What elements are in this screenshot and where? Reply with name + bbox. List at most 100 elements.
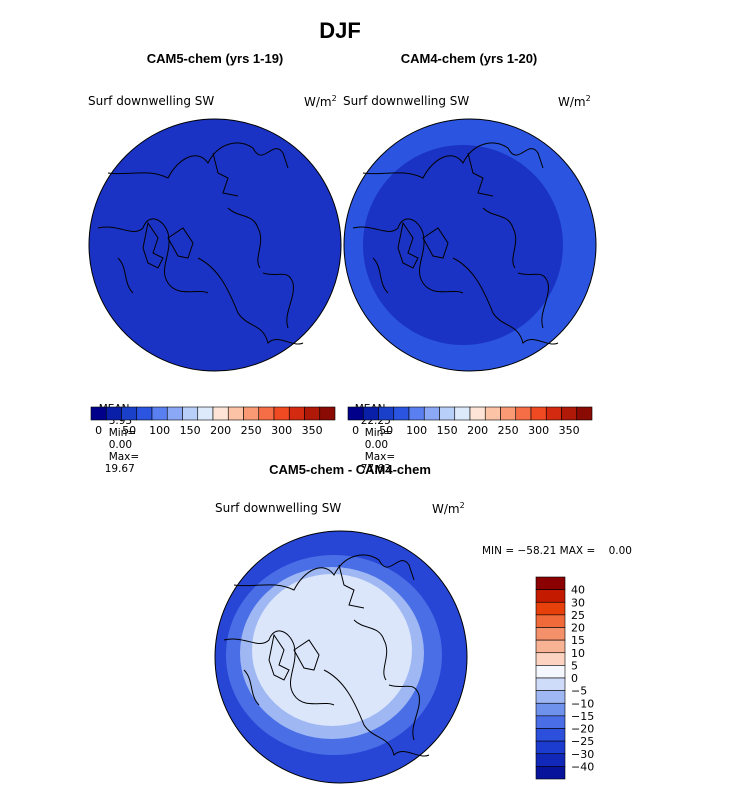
difference-colorbar-swatch (535, 715, 566, 729)
difference-colorbar-swatch (535, 702, 566, 717)
difference-colorbar-swatch (535, 766, 566, 780)
colorbar-left-swatch (304, 406, 321, 421)
colorbar-right-swatch (378, 406, 395, 421)
panel-left-max-label: Max= (108, 451, 140, 463)
colorbar-right-tick-label: 50 (379, 424, 393, 437)
colorbar-right-tick-label: 0 (352, 424, 359, 437)
panel-right-units-base: W/m (558, 95, 586, 109)
difference-colorbar-tick-label: 20 (571, 622, 585, 635)
difference-colorbar-swatch (535, 665, 566, 679)
difference-units: W/m2 (432, 501, 465, 516)
colorbar-right: 0 50 100 150 200 250 300 350 (347, 406, 593, 437)
colorbar-left-tick-label: 300 (271, 424, 292, 437)
panel-right-field-label: Surf downwelling SW (343, 94, 470, 108)
panel-left-field-label: Surf downwelling SW (88, 94, 215, 108)
colorbar-left-tick-label: 0 (95, 424, 102, 437)
colorbar-right-swatch (515, 406, 532, 421)
colorbar-right-swatch (469, 406, 486, 421)
panel-right-units: W/m2 (558, 94, 591, 109)
panel-right-min-label: Min= (364, 427, 393, 439)
difference-colorbar-swatch (535, 627, 566, 641)
difference-colorbar-tick-label: 10 (571, 647, 585, 660)
panel-left-units-base: W/m (304, 95, 332, 109)
colorbar-left-swatch (319, 406, 336, 421)
panel-left-stats: MEAN= 3.93 Min= 0.00 Max= 19.67 (92, 391, 140, 475)
colorbar-left-swatch (90, 406, 107, 421)
difference-colorbar-swatch (535, 576, 566, 590)
map-cam4-disk-inner (363, 145, 563, 345)
difference-colorbar-tick-label: 5 (571, 659, 578, 672)
difference-colorbar-tick-label: −40 (571, 760, 594, 773)
difference-colorbar-swatch (535, 740, 566, 755)
colorbar-left-tick-label: 350 (302, 424, 323, 437)
colorbar-right-swatch (347, 406, 364, 421)
difference-title: CAM5-chem - CAM4-chem (269, 462, 431, 477)
colorbar-right-tick-label: 200 (467, 424, 488, 437)
panel-right-units-exp: 2 (585, 94, 591, 103)
panel-left-units: W/m2 (304, 94, 337, 109)
colorbar-left-swatch (288, 406, 305, 421)
colorbar-right-swatch (439, 406, 456, 421)
colorbar-left-tick-label: 250 (241, 424, 262, 437)
panel-left-units-exp: 2 (331, 94, 337, 103)
panel-right-title: CAM4-chem (yrs 1-20) (400, 51, 538, 66)
colorbar-left-swatch (212, 406, 229, 421)
colorbar-left-tick-label: 200 (210, 424, 231, 437)
colorbar-right-swatch (454, 406, 471, 421)
figure-title: DJF (319, 18, 361, 43)
difference-colorbar-tick-label: 15 (571, 634, 585, 647)
difference-units-exp: 2 (459, 501, 465, 510)
difference-colorbar-tick-label: 40 (571, 584, 585, 597)
panel-left-title: CAM5-chem (yrs 1-19) (146, 51, 284, 66)
difference-colorbar-tick-label: −15 (571, 710, 594, 723)
map-difference-panel (214, 530, 468, 784)
map-difference-coastlines (223, 554, 430, 757)
colorbar-right-tick-label: 300 (528, 424, 549, 437)
map-cam5-panel (88, 118, 342, 372)
panel-left-min-label: Min= (108, 427, 137, 439)
panel-right-max-label: Max= (364, 451, 396, 463)
difference-colorbar-swatch (535, 614, 566, 628)
colorbar-right-swatch (500, 406, 517, 421)
colorbar-right-swatch (484, 406, 501, 421)
colorbar-left-swatch (258, 406, 275, 421)
colorbar-right-swatch (545, 406, 562, 421)
difference-colorbar-swatch (535, 677, 566, 691)
difference-colorbar-swatch (535, 690, 566, 704)
colorbar-right-tick-label: 350 (559, 424, 580, 437)
difference-colorbar-tick-label: −20 (571, 723, 594, 736)
colorbar-right-swatch (362, 406, 379, 421)
colorbar-right-swatch (423, 406, 440, 421)
map-cam4-panel (343, 118, 597, 372)
colorbar-left-swatch (197, 406, 214, 421)
colorbar-left-swatch (166, 406, 183, 421)
difference-colorbar-swatch (535, 601, 566, 616)
colorbar-left-swatch (273, 406, 290, 421)
difference-minmax: MIN = −58.21 MAX = 0.00 (482, 545, 632, 557)
colorbar-right-swatch (530, 406, 547, 421)
panel-left-max-value: 19.67 (104, 463, 135, 475)
panel-right-max-value: 77.63 (360, 463, 391, 475)
colorbar-right-swatch (561, 406, 578, 421)
difference-colorbar-tick-label: 0 (571, 672, 578, 685)
difference-field-label: Surf downwelling SW (215, 501, 342, 515)
difference-colorbar-tick-label: 30 (571, 596, 585, 609)
difference-colorbar-swatch (535, 639, 566, 654)
colorbar-right-tick-label: 100 (406, 424, 427, 437)
colorbar-right-tick-label: 250 (498, 424, 519, 437)
colorbar-left-swatch (151, 406, 168, 421)
difference-colorbar-tick-label: −10 (571, 697, 594, 710)
difference-colorbar-tick-label: −30 (571, 748, 594, 761)
colorbar-right-swatch (393, 406, 410, 421)
colorbar-left-swatch (105, 406, 122, 421)
map-cam5-coastlines (97, 142, 304, 345)
colorbar-left: 0 50 100 150 200 250 300 350 (90, 406, 336, 437)
colorbar-right-swatch (408, 406, 425, 421)
colorbar-left-swatch (182, 406, 199, 421)
difference-colorbar-swatch (535, 652, 566, 666)
panel-right-min-value: 0.00 (364, 439, 389, 451)
colorbar-left-tick-label: 150 (180, 424, 201, 437)
difference-colorbar-tick-label: −25 (571, 735, 594, 748)
colorbar-left-swatch (121, 406, 138, 421)
